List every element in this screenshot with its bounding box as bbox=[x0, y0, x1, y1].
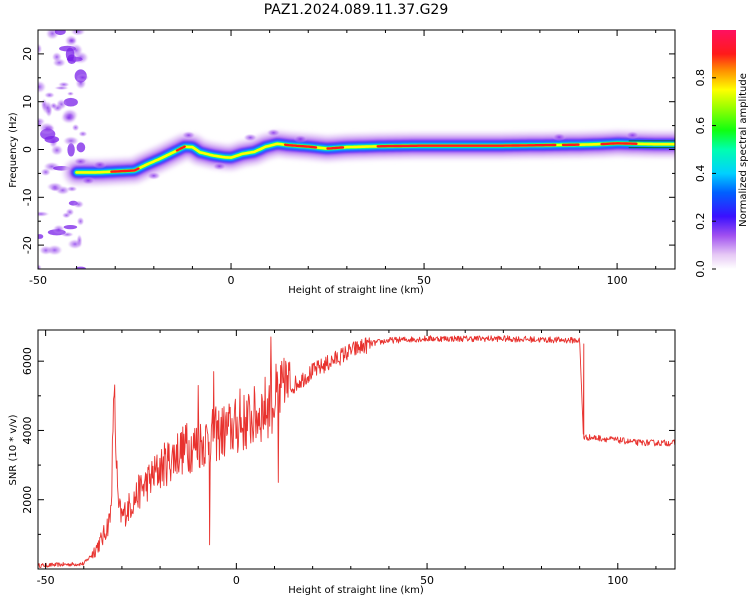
snr-x-axis-label: Height of straight line (km) bbox=[288, 585, 424, 596]
y-tick-label: 10 bbox=[21, 95, 34, 109]
colorbar-tick-label: 0.0 bbox=[694, 260, 707, 278]
colorbar-tick-label: 0.4 bbox=[694, 165, 707, 183]
heatmap-x-axis-label: Height of straight line (km) bbox=[288, 285, 424, 296]
ridge-lump bbox=[81, 176, 96, 185]
ridge-red-core bbox=[326, 146, 345, 150]
colorbar-label: Normalized spectral amplitude bbox=[738, 73, 749, 227]
ridge-lump bbox=[243, 133, 258, 142]
noise-blob bbox=[44, 91, 55, 99]
x-tick-label: -50 bbox=[29, 274, 47, 287]
noise-blob bbox=[38, 43, 43, 55]
x-tick-label: 50 bbox=[420, 574, 434, 587]
ridge-lump bbox=[146, 171, 161, 180]
noise-blob bbox=[51, 51, 62, 63]
y-tick-label: 0 bbox=[21, 146, 34, 153]
ridge-lump bbox=[552, 133, 567, 142]
noise-blob bbox=[50, 102, 58, 110]
noise-blob bbox=[38, 80, 47, 94]
ridge-red-core bbox=[175, 145, 186, 152]
ridge-lump bbox=[212, 162, 227, 171]
noise-blob bbox=[44, 136, 60, 143]
noise-blob bbox=[66, 185, 78, 192]
noise-blob bbox=[38, 122, 56, 135]
snr-background bbox=[38, 330, 675, 569]
x-tick-label: 0 bbox=[228, 274, 235, 287]
noise-blob bbox=[78, 130, 88, 137]
noise-blob bbox=[63, 225, 78, 230]
noise-blob bbox=[70, 30, 86, 36]
ridge-red-core bbox=[110, 167, 140, 173]
ridge-lump bbox=[293, 135, 308, 143]
noise-blob bbox=[41, 100, 54, 115]
x-tick-label: 100 bbox=[607, 574, 628, 587]
noise-blob bbox=[76, 142, 86, 153]
ridge-lump bbox=[181, 131, 196, 140]
noise-blob bbox=[62, 136, 80, 146]
colorbar-tick-label: 0.8 bbox=[694, 69, 707, 87]
heatmap-y-axis-label: Frequency (Hz) bbox=[8, 112, 19, 188]
ridge-red-core bbox=[283, 143, 318, 149]
y-tick-label: 20 bbox=[21, 47, 34, 61]
colorbar-ticks: 0.0 0.2 0.4 0.6 0.8 bbox=[694, 69, 716, 278]
noise-blob bbox=[38, 264, 42, 269]
noise-blob bbox=[60, 111, 78, 125]
y-tick-label: 4000 bbox=[21, 416, 34, 444]
x-tick-label: 100 bbox=[607, 274, 628, 287]
noise-blob bbox=[46, 182, 64, 192]
heatmap-ticks: -50 0 50 100 -20 -10 0 10 20 bbox=[21, 29, 675, 287]
noise-blob bbox=[52, 224, 65, 235]
noise-blob bbox=[67, 238, 83, 250]
noise-blob bbox=[54, 30, 66, 36]
noise-blob bbox=[50, 144, 64, 156]
snr-y-axis-label: SNR (10 * v/v) bbox=[8, 414, 19, 485]
x-tick-label: -50 bbox=[37, 574, 55, 587]
ridge-lump bbox=[266, 128, 281, 137]
colorbar-tick-label: 0.6 bbox=[694, 117, 707, 135]
colorbar-tick-label: 0.2 bbox=[694, 212, 707, 230]
y-tick-label: 2000 bbox=[21, 486, 34, 514]
ridge-red-core bbox=[600, 142, 638, 146]
chart-title: PAZ1.2024.089.11.37.G29 bbox=[264, 2, 449, 18]
ridge-lump bbox=[73, 157, 88, 166]
y-tick-label: 6000 bbox=[21, 347, 34, 375]
colorbar-gradient bbox=[712, 30, 736, 269]
x-tick-label: 0 bbox=[233, 574, 240, 587]
ridge-lump bbox=[92, 160, 107, 169]
noise-blob bbox=[71, 123, 80, 132]
noise-blob bbox=[38, 234, 44, 239]
noise-blob bbox=[72, 200, 85, 209]
x-tick-label: 50 bbox=[417, 274, 431, 287]
noise-blob bbox=[60, 231, 74, 238]
heatmap-marks bbox=[38, 30, 675, 269]
y-tick-label: -10 bbox=[21, 188, 34, 206]
noise-blob bbox=[75, 266, 87, 269]
snr-frame bbox=[37, 329, 676, 570]
noise-blob bbox=[46, 244, 63, 256]
ridge-red-core bbox=[376, 143, 557, 148]
noise-blob bbox=[54, 85, 69, 91]
noise-blob bbox=[64, 34, 78, 47]
snr-ticks: -50 0 50 100 2000 4000 6000 bbox=[21, 330, 675, 587]
noise-blob bbox=[66, 91, 75, 96]
snr-line-panel: -50 0 50 100 2000 4000 6000 Height of straight… bbox=[8, 329, 676, 596]
y-tick-label: -20 bbox=[21, 236, 34, 254]
colorbar: 0.0 0.2 0.4 0.6 0.8 Normalized spectral ampl… bbox=[694, 30, 749, 278]
noise-blob bbox=[67, 143, 75, 157]
noise-blob bbox=[76, 73, 89, 82]
snr-series-line bbox=[38, 335, 675, 568]
noise-blob bbox=[38, 211, 50, 217]
ridge-lump bbox=[625, 131, 640, 140]
noise-blob bbox=[76, 216, 85, 226]
noise-blob bbox=[61, 212, 71, 219]
spectral-heatmap-panel: -50 0 50 100 -20 -10 0 10 20 Height of straight … bbox=[8, 29, 676, 296]
noise-blob bbox=[63, 97, 78, 107]
noise-blob bbox=[40, 168, 51, 177]
snr-marks bbox=[38, 335, 675, 568]
noise-blob bbox=[65, 47, 75, 62]
